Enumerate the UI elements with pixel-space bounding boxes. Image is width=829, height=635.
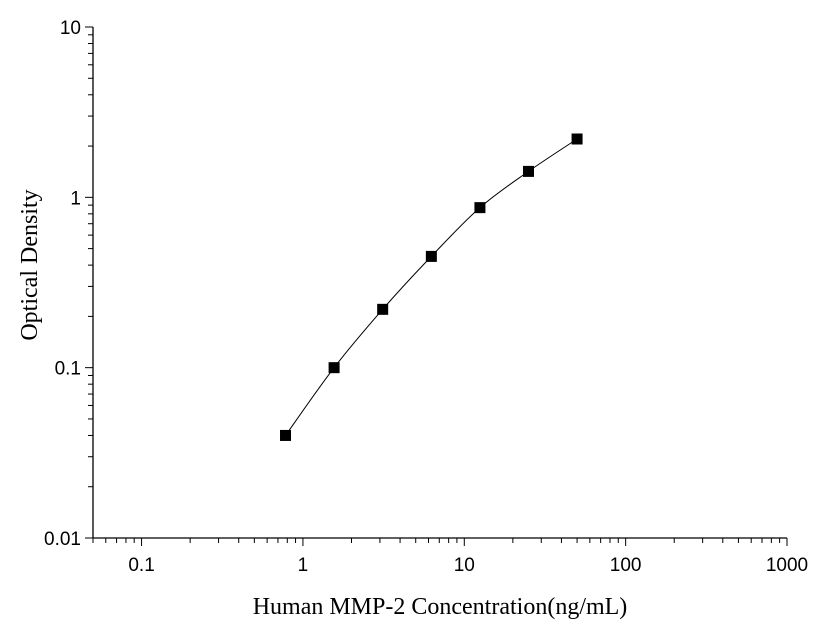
data-point bbox=[328, 362, 340, 374]
data-point bbox=[571, 133, 583, 145]
y-tick-label: 0.01 bbox=[44, 529, 81, 550]
x-tick-label: 10 bbox=[454, 555, 475, 576]
data-point bbox=[280, 429, 292, 441]
x-tick-label: 0.1 bbox=[128, 555, 154, 576]
x-tick-label: 1 bbox=[298, 555, 309, 576]
fit-curve bbox=[285, 138, 578, 436]
x-tick-label: 100 bbox=[610, 555, 642, 576]
data-point bbox=[522, 165, 534, 177]
x-tick-label: 1000 bbox=[766, 555, 808, 576]
data-point bbox=[474, 202, 486, 214]
tick-labels: 0.1 1 10 100 1000 0.01 0.1 1 10 bbox=[44, 18, 808, 576]
ticks bbox=[85, 26, 788, 546]
y-tick-label: 10 bbox=[60, 18, 81, 39]
data-points bbox=[280, 133, 583, 441]
x-axis-title: Human MMP-2 Concentration(ng/mL) bbox=[253, 594, 628, 620]
data-point bbox=[425, 250, 437, 262]
data-point bbox=[377, 303, 389, 315]
y-axis-title: Optical Density bbox=[17, 189, 43, 340]
y-tick-label: 0.1 bbox=[55, 359, 81, 380]
y-tick-label: 1 bbox=[70, 188, 81, 209]
axes bbox=[92, 27, 787, 539]
